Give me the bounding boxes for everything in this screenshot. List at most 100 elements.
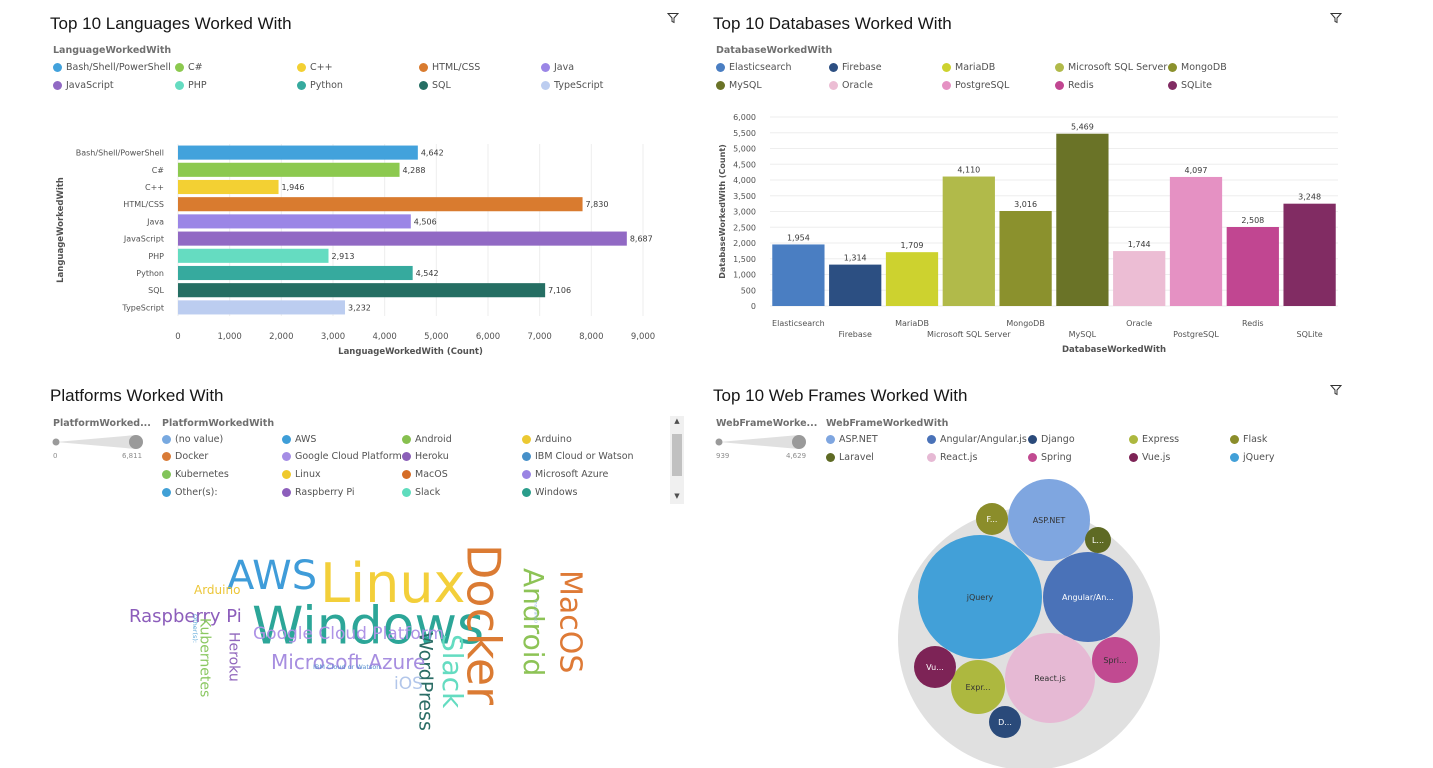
lang-bar-c[interactable]: [178, 162, 400, 177]
cloud-word-android[interactable]: Android: [517, 568, 550, 676]
webframes-legend-item-django[interactable]: Django: [1028, 433, 1075, 445]
databases-legend-item-mariadb[interactable]: MariaDB: [942, 61, 995, 73]
languages-legend-item-bash-shell-powershell[interactable]: Bash/Shell/PowerShell: [53, 61, 171, 73]
platforms-legend-item-other-s[interactable]: Other(s):: [162, 486, 218, 498]
databases-filter-icon[interactable]: [1329, 9, 1344, 24]
cloud-word-docker[interactable]: Docker: [457, 544, 511, 705]
platforms-legend-item-ibm-cloud-or-watson[interactable]: IBM Cloud or Watson: [522, 451, 634, 463]
bubble-jquery[interactable]: [918, 535, 1042, 659]
lang-bar-typescript[interactable]: [178, 300, 345, 315]
cloud-word-microsoft-azure[interactable]: Microsoft Azure: [271, 650, 425, 674]
languages-legend-item-c[interactable]: C#: [175, 61, 203, 73]
scroll-up-icon[interactable]: ▲: [674, 417, 680, 425]
db-bar-microsoft-sql-server[interactable]: [942, 176, 995, 306]
platforms-legend-item-macos[interactable]: MacOS: [402, 468, 448, 480]
languages-legend-item-php[interactable]: PHP: [175, 79, 207, 91]
platforms-legend-item-no-value[interactable]: (no value): [162, 433, 223, 445]
platforms-legend-item-slack[interactable]: Slack: [402, 486, 440, 498]
scroll-thumb[interactable]: [672, 434, 682, 476]
platforms-size-slider[interactable]: [52, 434, 144, 450]
platforms-legend-item-linux[interactable]: Linux: [282, 468, 321, 480]
cloud-word-google-cloud-platform[interactable]: Google Cloud Platform: [253, 624, 444, 644]
lang-bar-c[interactable]: [178, 179, 279, 195]
cloud-word-other-s[interactable]: Other(s):: [191, 614, 199, 643]
webframes-legend-item-spring[interactable]: Spring: [1028, 451, 1072, 463]
bubble-angular-an[interactable]: [1043, 552, 1133, 642]
databases-legend-item-elasticsearch[interactable]: Elasticsearch: [716, 61, 792, 73]
cloud-word-wordpress[interactable]: WordPress: [414, 632, 436, 731]
languages-legend-item-javascript[interactable]: JavaScript: [53, 79, 114, 91]
languages-filter-icon[interactable]: [666, 9, 681, 24]
webframes-legend-item-express[interactable]: Express: [1129, 433, 1179, 445]
languages-legend-item-c[interactable]: C++: [297, 61, 333, 73]
cloud-word-ibm-cloud-or-watson[interactable]: IBM Cloud or Watson: [313, 663, 380, 671]
webframes-legend-item-asp-net[interactable]: ASP.NET: [826, 433, 878, 445]
cloud-word-kubernetes[interactable]: Kubernetes: [196, 618, 212, 697]
cloud-word-raspberry-pi[interactable]: Raspberry Pi: [129, 606, 242, 627]
lang-bar-python[interactable]: [178, 265, 413, 281]
platforms-legend-item-heroku[interactable]: Heroku: [402, 451, 449, 463]
cloud-word-ios[interactable]: iOS: [394, 674, 423, 694]
languages-legend-item-java[interactable]: Java: [541, 61, 574, 73]
webframes-size-slider[interactable]: [715, 434, 811, 450]
languages-legend-item-sql[interactable]: SQL: [419, 79, 451, 91]
lang-bar-sql[interactable]: [178, 283, 546, 298]
cloud-word-no-value[interactable]: (no value): [533, 600, 539, 623]
webframes-legend-item-flask[interactable]: Flask: [1230, 433, 1267, 445]
databases-legend-item-sqlite[interactable]: SQLite: [1168, 79, 1212, 91]
lang-bar-java[interactable]: [178, 214, 411, 229]
webframes-legend-item-react-js[interactable]: React.js: [927, 451, 977, 463]
cloud-word-windows[interactable]: Windows: [252, 597, 484, 657]
platforms-legend-item-kubernetes[interactable]: Kubernetes: [162, 468, 229, 480]
platforms-legend-item-windows[interactable]: Windows: [522, 486, 577, 498]
cloud-word-slack[interactable]: Slack: [436, 634, 469, 709]
databases-legend-item-microsoft-sql-server[interactable]: Microsoft SQL Server: [1055, 61, 1167, 73]
platforms-legend-item-arduino[interactable]: Arduino: [522, 433, 572, 445]
cloud-word-arduino[interactable]: Arduino: [194, 583, 240, 597]
bubble-expr[interactable]: [951, 660, 1005, 714]
bubble-asp-net[interactable]: [1008, 479, 1090, 561]
lang-bar-bash-shell-powershell[interactable]: [178, 145, 418, 160]
cloud-word-heroku[interactable]: Heroku: [225, 632, 241, 682]
platforms-legend-item-android[interactable]: Android: [402, 433, 452, 445]
lang-bar-javascript[interactable]: [178, 231, 627, 246]
databases-legend-item-firebase[interactable]: Firebase: [829, 61, 882, 73]
platforms-legend-item-microsoft-azure[interactable]: Microsoft Azure: [522, 468, 608, 480]
db-bar-mysql[interactable]: [1056, 133, 1109, 306]
db-bar-postgresql[interactable]: [1169, 176, 1223, 306]
webframes-legend-item-jquery[interactable]: jQuery: [1230, 451, 1275, 463]
webframes-legend-item-vue-js[interactable]: Vue.js: [1129, 451, 1170, 463]
databases-legend-item-mongodb[interactable]: MongoDB: [1168, 61, 1227, 73]
bubble-f[interactable]: [976, 503, 1008, 535]
bubble-react-js[interactable]: [1005, 633, 1095, 723]
bubble-spri[interactable]: [1092, 637, 1138, 683]
platforms-legend-item-raspberry-pi[interactable]: Raspberry Pi: [282, 486, 355, 498]
databases-legend-item-redis[interactable]: Redis: [1055, 79, 1094, 91]
bubble-d[interactable]: [989, 706, 1021, 738]
platforms-legend-item-aws[interactable]: AWS: [282, 433, 316, 445]
platforms-legend-item-docker[interactable]: Docker: [162, 451, 208, 463]
lang-bar-php[interactable]: [178, 248, 329, 263]
webframes-legend-item-angular-angular-js[interactable]: Angular/Angular.js: [927, 433, 1027, 445]
databases-legend-item-mysql[interactable]: MySQL: [716, 79, 762, 91]
platforms-legend-item-google-cloud-platform[interactable]: Google Cloud Platform: [282, 451, 402, 463]
cloud-word-aws[interactable]: AWS: [227, 553, 317, 599]
db-bar-elasticsearch[interactable]: [772, 244, 825, 306]
databases-legend-item-postgresql[interactable]: PostgreSQL: [942, 79, 1009, 91]
db-bar-sqlite[interactable]: [1283, 203, 1336, 306]
db-bar-mongodb[interactable]: [999, 210, 1052, 306]
db-bar-redis[interactable]: [1226, 226, 1279, 306]
languages-legend-item-python[interactable]: Python: [297, 79, 343, 91]
scroll-down-icon[interactable]: ▼: [674, 492, 680, 500]
webframes-filter-icon[interactable]: [1329, 381, 1344, 396]
languages-legend-item-html-css[interactable]: HTML/CSS: [419, 61, 480, 73]
cloud-word-macos[interactable]: MacOS: [552, 570, 587, 673]
db-bar-oracle[interactable]: [1113, 251, 1166, 306]
lang-bar-html-css[interactable]: [178, 197, 583, 212]
languages-legend-item-typescript[interactable]: TypeScript: [541, 79, 603, 91]
platforms-legend-scrollbar[interactable]: ▲ ▼: [670, 416, 684, 504]
bubble-l[interactable]: [1085, 527, 1111, 553]
databases-legend-item-oracle[interactable]: Oracle: [829, 79, 873, 91]
db-bar-firebase[interactable]: [829, 264, 882, 306]
cloud-word-linux[interactable]: Linux: [320, 552, 466, 615]
